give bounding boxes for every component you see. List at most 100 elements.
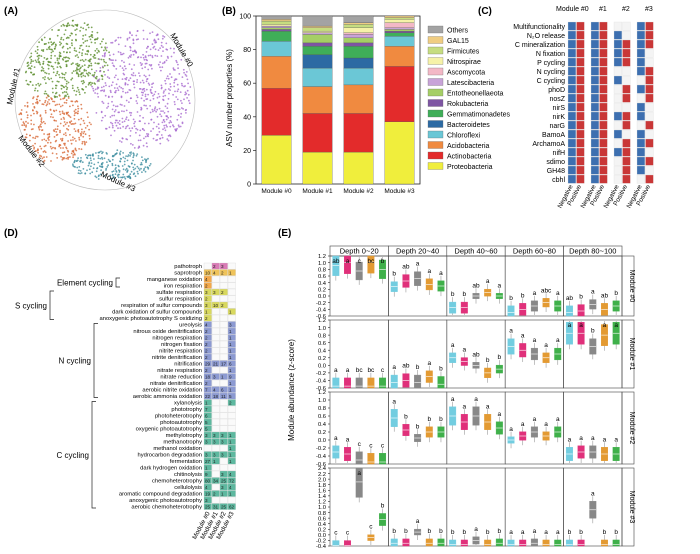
module-0-node	[145, 58, 148, 61]
module-0-node	[169, 47, 172, 50]
bar-segment	[302, 32, 333, 35]
module-0-node	[143, 87, 146, 90]
module-0-node	[104, 82, 107, 84]
module-2-node	[26, 105, 29, 108]
module-0-node	[101, 55, 104, 57]
d-cell	[211, 314, 220, 322]
heatmap-cell	[636, 57, 646, 67]
d-cell	[211, 483, 220, 491]
module-0-node	[177, 114, 180, 117]
heatmap-cell	[622, 129, 631, 139]
e-sig-letter: a	[533, 416, 537, 423]
heatmap-cell	[636, 93, 646, 103]
module-3-node	[107, 158, 110, 161]
e-ytick-label: 0.6	[318, 414, 326, 420]
module-3-node	[111, 158, 114, 161]
panel-a: (A) Module #1 Module #0 Module #2 Module…	[4, 6, 196, 194]
d-cell	[219, 360, 228, 367]
module-1-node	[101, 78, 104, 81]
module-0-node	[104, 74, 106, 76]
module-3-node	[111, 164, 114, 167]
c-row-label: Multifunctionality	[513, 24, 565, 31]
e-ytick-label: 0.0	[318, 533, 326, 539]
module-3-node	[140, 167, 142, 170]
module-2-node	[50, 98, 53, 101]
module-0-node	[129, 49, 132, 52]
b-ytick-label: 100	[239, 14, 251, 21]
module-0-node	[113, 65, 116, 68]
heatmap-cell	[636, 48, 646, 58]
module-0-node	[167, 116, 170, 119]
module-2-node	[25, 133, 28, 136]
d-cell-value: 1	[229, 381, 232, 386]
module-1-node	[82, 79, 85, 82]
d-cell-value: 1	[229, 452, 232, 457]
d-cell-value: 1	[229, 491, 232, 496]
module-1-node	[48, 61, 50, 64]
module-0-node	[131, 34, 133, 37]
d-cell	[203, 386, 212, 393]
module-0-node	[141, 88, 144, 91]
e-box	[495, 538, 503, 547]
module-1-node	[76, 54, 78, 56]
module-1-node	[93, 71, 96, 74]
d-cell-value: 2	[213, 264, 216, 269]
module-3-node	[130, 153, 132, 155]
module-0-node	[143, 104, 146, 107]
module-0-node	[96, 92, 99, 95]
module-2-node	[72, 151, 75, 154]
e-sig-letter: b	[579, 529, 583, 536]
module-1-node	[82, 34, 85, 37]
module-3-node	[114, 153, 117, 155]
module-0-node	[164, 94, 167, 97]
heatmap-cell	[599, 66, 608, 76]
bar-segment	[302, 86, 333, 114]
module-1-node	[71, 39, 73, 42]
e-ytick-label: 0.4	[318, 522, 327, 528]
module-3-node	[86, 169, 88, 172]
module-0-node	[159, 142, 162, 145]
module-2-node	[66, 154, 69, 156]
heatmap-cell	[590, 102, 600, 112]
module-1-node	[86, 73, 89, 76]
module-0-node	[160, 134, 163, 136]
d-cell	[219, 496, 228, 504]
module-2-node	[56, 103, 58, 106]
module-0-node	[141, 79, 144, 82]
d-cell	[219, 262, 228, 270]
module-1-node	[64, 78, 67, 81]
module-3-node	[141, 159, 144, 162]
e-box	[565, 539, 573, 547]
module-0-node	[106, 46, 108, 49]
module-0-node	[132, 53, 135, 56]
bar-segment	[343, 42, 374, 47]
module-1-node	[98, 50, 100, 53]
d-function-label: xylanolysis	[174, 401, 202, 407]
module-0-node	[187, 93, 190, 96]
heatmap-cell	[599, 57, 608, 67]
d-cell	[203, 444, 212, 452]
bar-segment	[343, 151, 374, 185]
e-ytick-label: -0.6	[316, 386, 326, 392]
module-0-node	[149, 105, 152, 107]
module-2-node	[53, 110, 56, 113]
module-2-node	[63, 118, 66, 120]
module-3-node	[143, 167, 146, 170]
module-2-node	[48, 133, 51, 136]
module-0-node	[143, 58, 146, 61]
module-1-node	[66, 43, 69, 45]
module-1-node	[88, 35, 91, 38]
module-0-node	[124, 45, 127, 47]
module-1-node	[88, 71, 90, 74]
heatmap-cell	[567, 102, 577, 112]
module-0-node	[147, 54, 150, 57]
module-0-node	[113, 76, 116, 79]
module-2-node	[44, 122, 46, 125]
module-1-node	[30, 52, 33, 55]
module-2-node	[70, 120, 73, 122]
d-cell	[203, 503, 212, 510]
module-0-node	[117, 51, 120, 53]
e-sig-letter: ab	[472, 282, 480, 289]
module-2-node	[46, 101, 49, 103]
module-0-node	[178, 73, 181, 75]
